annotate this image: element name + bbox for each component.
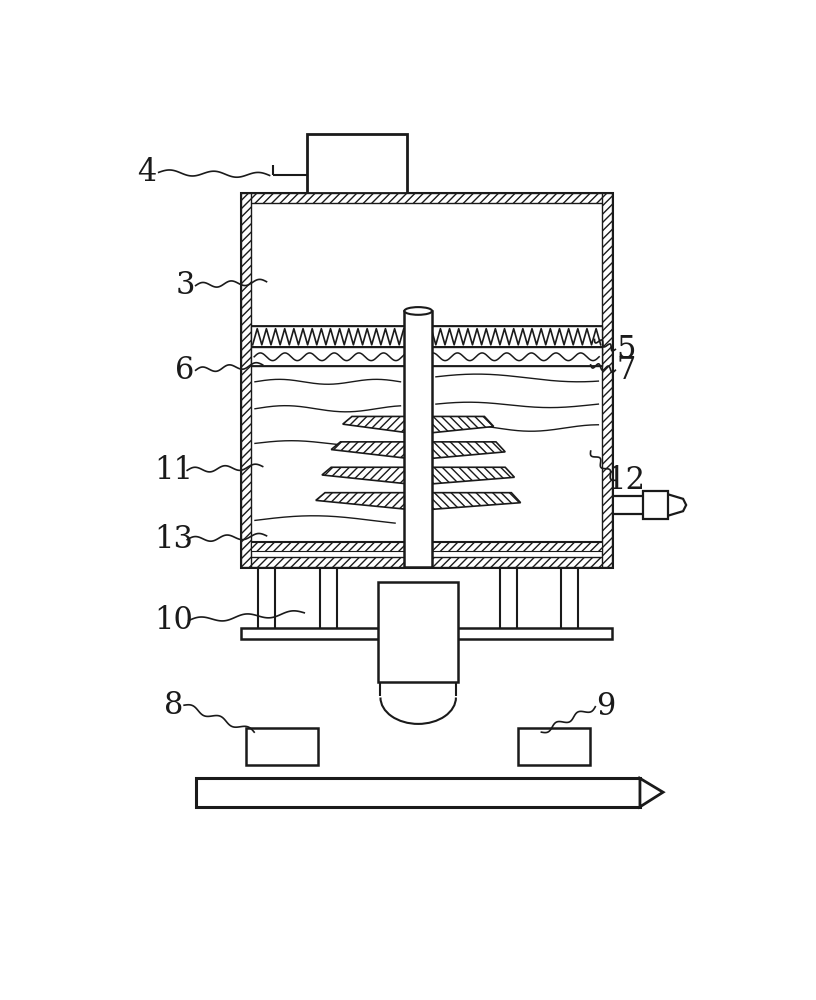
Polygon shape: [331, 442, 419, 460]
Ellipse shape: [405, 307, 432, 315]
Bar: [518, 728, 590, 765]
Bar: [251, 326, 602, 347]
Bar: [241, 557, 612, 567]
Text: 13: 13: [154, 524, 193, 555]
Bar: [251, 347, 602, 366]
Text: 4: 4: [137, 157, 156, 188]
Text: 11: 11: [154, 455, 193, 486]
Bar: [241, 193, 612, 203]
Bar: [241, 193, 251, 567]
Bar: [643, 491, 667, 519]
Polygon shape: [419, 442, 505, 460]
Polygon shape: [322, 467, 419, 485]
Text: 10: 10: [154, 605, 193, 636]
Text: 3: 3: [175, 270, 195, 301]
Polygon shape: [419, 493, 521, 510]
Text: 12: 12: [606, 465, 645, 496]
Bar: [307, 134, 406, 193]
Bar: [241, 628, 612, 639]
Bar: [602, 193, 612, 567]
Bar: [197, 778, 640, 807]
Polygon shape: [419, 467, 514, 485]
Bar: [246, 728, 318, 765]
Text: 5: 5: [616, 334, 636, 365]
Text: 9: 9: [596, 691, 616, 722]
Text: 6: 6: [175, 355, 194, 386]
Polygon shape: [419, 416, 494, 434]
Polygon shape: [316, 493, 419, 510]
Polygon shape: [343, 416, 419, 434]
Text: 7: 7: [616, 355, 636, 386]
Text: 8: 8: [164, 690, 183, 721]
Bar: [251, 203, 602, 326]
Bar: [405, 311, 432, 567]
Bar: [251, 542, 602, 551]
Bar: [241, 193, 612, 567]
Bar: [378, 582, 459, 682]
Polygon shape: [640, 778, 663, 807]
